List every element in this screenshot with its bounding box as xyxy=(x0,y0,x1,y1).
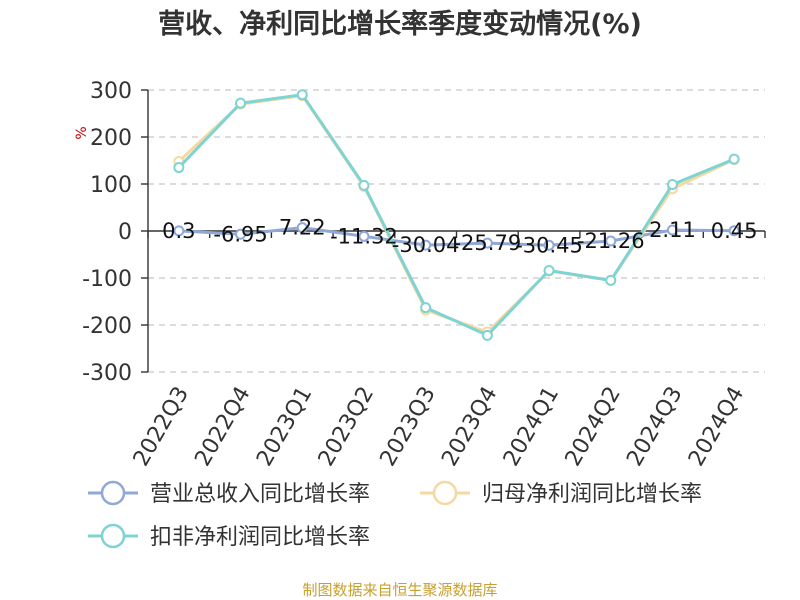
x-tick-labels: 2022Q32022Q42023Q12023Q22023Q32023Q42024… xyxy=(129,382,750,470)
series-point-2 xyxy=(235,97,247,109)
y-tick-label: 0 xyxy=(118,220,132,245)
series-point-0 xyxy=(296,222,308,234)
series-point-0 xyxy=(358,230,370,242)
chart-title: 营收、净利同比增长率季度变动情况(%) xyxy=(158,8,642,40)
x-tick-label: 2024Q2 xyxy=(561,383,626,471)
series-point-2 xyxy=(666,178,678,190)
x-tick-label: 2023Q1 xyxy=(252,383,317,471)
series-line-2 xyxy=(177,93,735,337)
y-tick-label: 100 xyxy=(90,173,132,198)
legend-label: 扣非净利润同比增长率 xyxy=(150,525,370,550)
legend-swatch-marker xyxy=(100,523,126,549)
legend-label: 归母净利润同比增长率 xyxy=(482,482,702,507)
series-point-0 xyxy=(666,224,678,236)
legend-swatch-marker xyxy=(432,480,458,506)
x-tick-label: 2024Q4 xyxy=(684,383,749,471)
series-layer xyxy=(173,89,740,341)
legend-item-2: 扣非净利润同比增长率 xyxy=(88,523,370,550)
x-tick-label: 2022Q3 xyxy=(129,383,194,471)
data-label: -21.26 xyxy=(577,229,645,253)
data-label: -11.32 xyxy=(330,224,398,248)
data-label: -30.04 xyxy=(392,233,460,257)
y-tick-label: 200 xyxy=(90,126,132,151)
data-label: 7.22 xyxy=(279,216,326,240)
series-point-0 xyxy=(605,235,617,247)
series-point-2 xyxy=(605,274,617,286)
legend-swatch-marker xyxy=(100,480,126,506)
y-tick-labels: 300 200 100 0 -100 -200 -300 xyxy=(82,79,132,386)
x-tick-label: 2023Q2 xyxy=(314,383,379,471)
x-tick-label: 2023Q4 xyxy=(437,382,502,470)
x-tick-label: 2022Q4 xyxy=(190,383,255,471)
series-point-2 xyxy=(358,179,370,191)
series-point-2 xyxy=(728,153,740,165)
series-point-2 xyxy=(296,89,308,101)
series-point-2 xyxy=(543,264,555,276)
data-label: 0.45 xyxy=(711,219,758,243)
x-tick-label: 2024Q1 xyxy=(499,383,564,471)
data-label: -25.79 xyxy=(453,231,521,255)
series-line-1 xyxy=(177,94,735,334)
series-point-0 xyxy=(173,225,185,237)
series-point-0 xyxy=(481,237,493,249)
data-labels: 0.3 -6.95 7.22 -11.32-30.04-25.79-30.45-21.… xyxy=(162,216,757,258)
legend-item-0: 营业总收入同比增长率 xyxy=(88,480,370,507)
data-label: 0.3 xyxy=(162,219,195,243)
data-label: -30.45 xyxy=(515,233,583,257)
legend-item-1: 归母净利润同比增长率 xyxy=(420,480,702,507)
x-tick-label: 2023Q3 xyxy=(376,383,441,471)
y-tick-label: -100 xyxy=(82,267,132,292)
series-point-0 xyxy=(543,239,555,251)
series-point-0 xyxy=(235,228,247,240)
y-tick-label: -200 xyxy=(82,314,132,339)
data-label: -6.95 xyxy=(213,222,267,246)
y-tick-label: -300 xyxy=(82,361,132,386)
series-point-2 xyxy=(481,329,493,341)
grid-lines xyxy=(148,89,765,373)
series-point-2 xyxy=(420,302,432,314)
series-point-0 xyxy=(728,225,740,237)
legend-label: 营业总收入同比增长率 xyxy=(150,482,370,507)
series-point-0 xyxy=(420,239,432,251)
data-label: 2.11 xyxy=(649,218,696,242)
y-axis-unit: % xyxy=(74,126,90,139)
y-tick-label: 300 xyxy=(90,79,132,104)
source-note: 制图数据来自恒生聚源数据库 xyxy=(302,581,497,599)
x-tick-label: 2024Q3 xyxy=(622,383,687,471)
series-point-2 xyxy=(173,162,185,174)
